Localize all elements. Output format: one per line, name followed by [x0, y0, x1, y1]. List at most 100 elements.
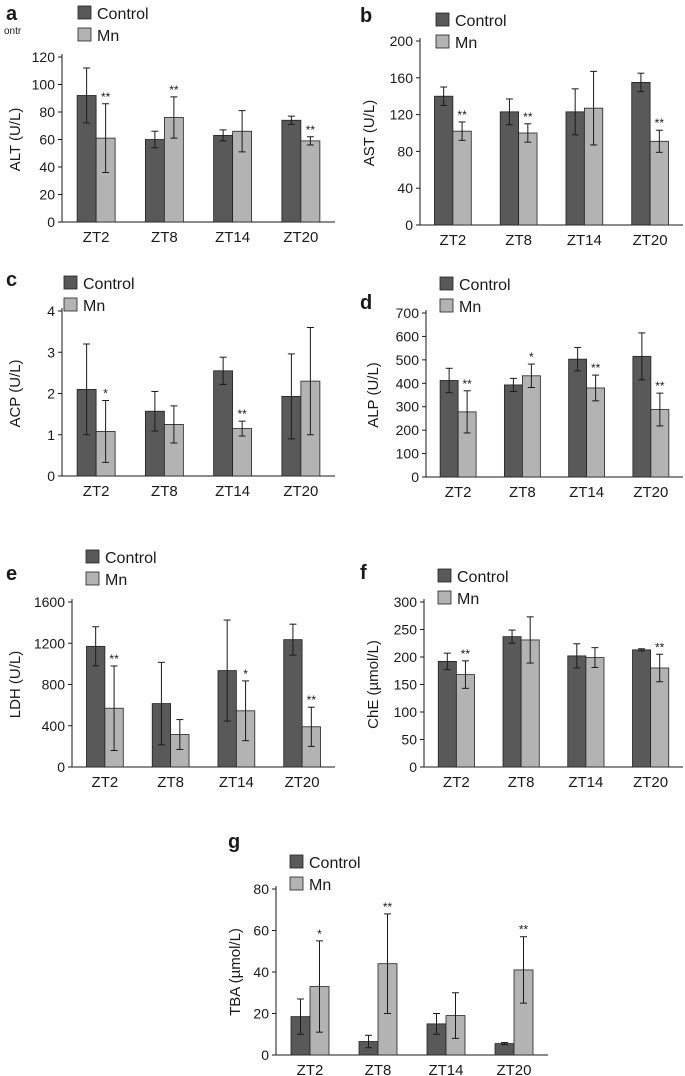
panel-a-ytick-label: 80 — [39, 104, 55, 120]
panel-d-bar-mn-zt8 — [521, 375, 541, 478]
panel-c-category-label: ZT2 — [83, 483, 110, 500]
panel-g-ytick-label: 0 — [261, 1047, 269, 1063]
panel-a-category-label: ZT8 — [151, 229, 178, 246]
panel-b-legend-label-mn: Mn — [455, 35, 477, 52]
panel-b-ylabel: AST (U/L) — [361, 100, 378, 166]
panel-b-significance-zt20: ** — [655, 116, 665, 130]
panel-d-ytick-label: 0 — [411, 469, 419, 485]
panel-d-ytick-label: 200 — [396, 422, 420, 438]
panel-g-ytick-label: 20 — [253, 1006, 269, 1022]
panel-a-ytick-label: 60 — [39, 132, 55, 148]
panel-a-ytick-label: 120 — [32, 49, 56, 65]
panel-c-significance-zt14: ** — [237, 407, 247, 421]
panel-a-significance-zt2: ** — [101, 90, 111, 104]
panel-f-ylabel: ChE (µmol/L) — [365, 640, 382, 729]
panel-d-bar-control-zt8 — [503, 384, 523, 478]
panel-b-ytick-label: 160 — [390, 70, 414, 86]
stray-cropped-text: ontr — [4, 26, 22, 37]
panel-g-legend-swatch-mn — [289, 876, 304, 891]
panel-g-ytick-label: 80 — [253, 881, 269, 897]
panel-f-bar-mn-zt20 — [650, 667, 670, 768]
panel-f: f Control Mn 0 50 100 150 200 250 300 ChE (µmol/L)… — [360, 562, 683, 791]
panel-e-ytick-label: 800 — [42, 677, 66, 693]
panel-d-significance-zt8: * — [529, 350, 534, 364]
panel-e-bar-control-zt20 — [283, 639, 303, 768]
panel-a-category-label: ZT14 — [215, 229, 250, 246]
panel-f-ytick-label: 100 — [394, 704, 418, 720]
panel-g-ytick-label: 40 — [253, 964, 269, 980]
panel-f-ytick-label: 150 — [394, 677, 418, 693]
panel-b-label: b — [360, 5, 372, 27]
panel-d-ytick-label: 700 — [396, 305, 420, 321]
panel-a-bar-control-zt20 — [281, 119, 302, 223]
panel-f-bar-control-zt2 — [437, 661, 457, 768]
panel-d-category-label: ZT2 — [445, 484, 472, 501]
panel-a-ylabel: ALT (U/L) — [7, 108, 24, 172]
panel-a-bar-control-zt14 — [213, 134, 234, 223]
panel-e-ytick-label: 1200 — [34, 635, 65, 651]
panel-d-legend-swatch-control — [439, 276, 454, 291]
panel-e-category-label: ZT2 — [92, 774, 119, 791]
panel-b-category-label: ZT2 — [440, 232, 467, 249]
panel-b-bar-control-zt2 — [434, 95, 454, 226]
panel-a-significance-zt20: ** — [306, 123, 316, 137]
panel-d-significance-zt2: ** — [462, 377, 472, 391]
panel-b-ytick-label: 40 — [397, 180, 413, 196]
panel-e-legend-label-mn: Mn — [105, 572, 127, 589]
panel-f-category-label: ZT14 — [568, 774, 603, 791]
panel-b-bar-mn-zt20 — [649, 140, 669, 226]
panel-f-category-label: ZT8 — [508, 774, 535, 791]
panel-a-ytick-label: 0 — [47, 214, 55, 230]
panel-c-ytick-label: 1 — [47, 427, 55, 443]
panel-c-category-label: ZT20 — [283, 483, 318, 500]
panel-c-category-label: ZT14 — [215, 483, 250, 500]
panel-d-ytick-label: 300 — [396, 399, 420, 415]
panel-c-ytick-label: 4 — [47, 303, 55, 319]
panel-f-bar-mn-zt14 — [585, 657, 605, 768]
panel-b-ytick-label: 200 — [390, 33, 414, 49]
panel-e-legend-swatch-mn — [85, 571, 100, 586]
panel-g-label: g — [228, 831, 240, 853]
panel-d-category-label: ZT14 — [569, 484, 604, 501]
panel-b-legend-swatch-control — [435, 12, 450, 27]
panel-d-ytick-label: 600 — [396, 328, 420, 344]
panel-e-category-label: ZT20 — [285, 774, 320, 791]
panel-f-category-label: ZT20 — [633, 774, 668, 791]
panel-c: c Control Mn 0 1 2 3 4 ACP (U/L) ZT2 * ZT8 ZT14 ** ZT2… — [6, 269, 335, 500]
panel-c-legend-swatch-mn — [63, 297, 78, 312]
panel-e-significance-zt14: * — [243, 667, 248, 681]
panel-b-bar-control-zt8 — [499, 111, 520, 226]
panel-e-ytick-label: 0 — [57, 759, 65, 775]
panel-g-legend-swatch-control — [289, 854, 304, 869]
panel-b-significance-zt2: ** — [457, 108, 467, 122]
panel-g-significance-zt20: ** — [519, 923, 529, 937]
panel-e-significance-zt20: ** — [307, 693, 317, 707]
panel-a: a Control Mn 0 20 40 60 80 100 120 ALT (U/L) ZT2 ** Z… — [6, 3, 335, 246]
panel-c-legend-label-mn: Mn — [83, 298, 105, 315]
panel-a-ytick-label: 100 — [32, 77, 56, 93]
panel-e-category-label: ZT14 — [219, 774, 254, 791]
panel-g: g Control Mn 0 20 40 60 80 TBA (µmol/L) ZT2 * ZT8 **… — [227, 831, 548, 1076]
panel-d-ytick-label: 100 — [396, 446, 420, 462]
panel-b-bar-control-zt20 — [631, 82, 651, 226]
panel-c-legend-swatch-control — [63, 275, 78, 290]
panel-f-ytick-label: 0 — [409, 759, 417, 775]
panel-f-significance-zt20: ** — [655, 640, 665, 654]
panel-g-category-label: ZT8 — [365, 1062, 392, 1076]
panel-f-ytick-label: 200 — [394, 649, 418, 665]
panel-g-category-label: ZT2 — [297, 1062, 324, 1076]
panel-e-ylabel: LDH (U/L) — [7, 651, 24, 719]
panel-b-legend-label-control: Control — [455, 13, 507, 30]
panel-g-significance-zt2: * — [317, 927, 322, 941]
panel-g-bar-control-zt20 — [494, 1043, 515, 1056]
panel-f-legend-label-control: Control — [457, 569, 509, 586]
panel-d-significance-zt20: ** — [655, 379, 665, 393]
panel-b-category-label: ZT8 — [505, 232, 532, 249]
panel-b-ytick-label: 0 — [405, 217, 413, 233]
panel-a-significance-zt8: ** — [169, 83, 179, 97]
panel-g-significance-zt8: ** — [383, 900, 393, 914]
panel-d-category-label: ZT20 — [633, 484, 668, 501]
panel-g-category-label: ZT20 — [496, 1062, 531, 1076]
panel-c-bar-control-zt14 — [213, 370, 234, 477]
